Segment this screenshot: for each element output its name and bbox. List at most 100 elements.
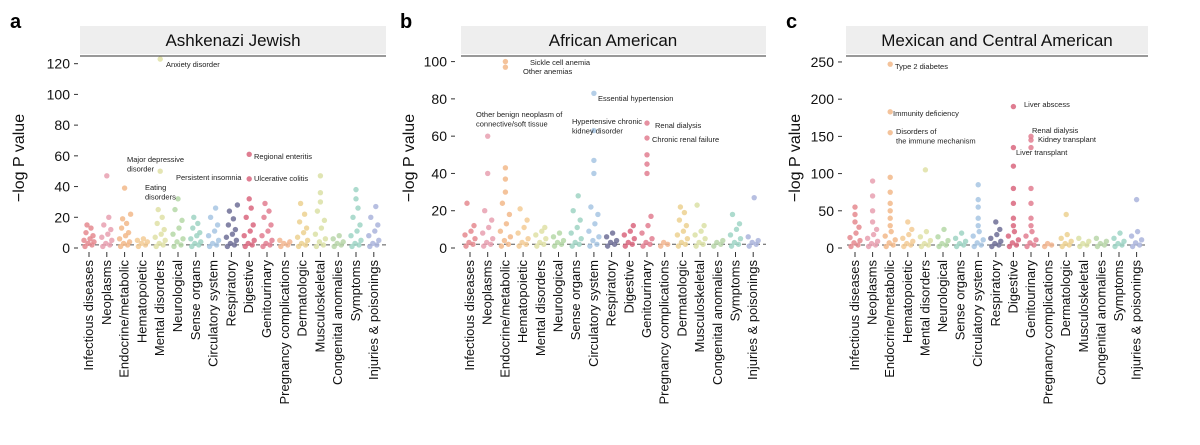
panel-a: a Ashkenazi Jewish −log P value 0 20 40 60 8… bbox=[10, 11, 386, 405]
data-point bbox=[975, 204, 981, 210]
data-point bbox=[303, 225, 310, 231]
data-point bbox=[372, 228, 378, 234]
data-point bbox=[507, 234, 514, 240]
data-point bbox=[516, 243, 522, 249]
x-category-label: Mental disorders bbox=[917, 260, 932, 357]
data-point bbox=[702, 235, 708, 242]
data-point bbox=[848, 243, 854, 250]
data-point bbox=[1086, 238, 1092, 245]
data-point bbox=[298, 240, 305, 247]
data-point bbox=[119, 216, 126, 222]
data-point bbox=[729, 211, 736, 218]
data-point bbox=[357, 222, 363, 228]
data-point bbox=[108, 226, 114, 233]
data-point bbox=[190, 225, 196, 231]
data-point bbox=[462, 232, 468, 238]
data-point bbox=[639, 230, 645, 236]
data-point bbox=[375, 222, 381, 228]
data-point bbox=[658, 243, 664, 249]
data-point bbox=[927, 237, 934, 244]
data-point bbox=[733, 226, 740, 233]
data-point bbox=[1115, 240, 1121, 247]
data-point bbox=[154, 220, 160, 227]
data-point bbox=[1132, 240, 1139, 246]
data-point bbox=[971, 243, 977, 250]
data-point bbox=[696, 239, 702, 246]
x-category-label: Dermatologic bbox=[674, 260, 689, 337]
point-annotation: Liver transplant bbox=[1016, 148, 1068, 157]
y-tick-label: 80 bbox=[431, 91, 447, 107]
data-point bbox=[464, 200, 470, 206]
x-category-label: Respiratory bbox=[223, 260, 238, 327]
data-point bbox=[355, 205, 361, 211]
data-point bbox=[1010, 222, 1017, 229]
data-point bbox=[887, 222, 893, 229]
data-point bbox=[1011, 228, 1018, 235]
point-annotation: Renal dialysis bbox=[1032, 126, 1079, 135]
x-category-label: Pregnancy complications bbox=[1041, 260, 1056, 405]
data-point bbox=[1111, 235, 1117, 242]
data-point bbox=[505, 241, 512, 247]
point-annotation: Kidney transplant bbox=[1038, 135, 1097, 144]
x-category-label: Genitourinary bbox=[639, 260, 654, 339]
data-point bbox=[1013, 242, 1020, 248]
x-category-label: Neoplasms bbox=[865, 260, 880, 326]
x-category-label: Respiratory bbox=[988, 260, 1003, 327]
data-point bbox=[85, 240, 91, 247]
x-category-label: Infectious diseases bbox=[462, 260, 477, 371]
data-point bbox=[314, 208, 321, 214]
data-point bbox=[1028, 133, 1034, 140]
y-tick-label: 100 bbox=[424, 54, 448, 70]
x-category-label: Endocrine/metabolic bbox=[882, 260, 897, 378]
data-point bbox=[502, 64, 509, 70]
x-category-label: Mental disorders bbox=[152, 260, 167, 357]
data-point bbox=[622, 243, 628, 249]
x-category-label: Respiratory bbox=[604, 260, 619, 327]
data-point bbox=[569, 243, 575, 249]
data-point bbox=[591, 127, 597, 134]
data-point bbox=[296, 219, 303, 225]
data-point bbox=[755, 237, 761, 244]
data-point bbox=[698, 228, 704, 234]
data-point bbox=[321, 217, 328, 224]
data-point bbox=[498, 243, 505, 249]
data-point bbox=[261, 214, 267, 220]
title-strip bbox=[461, 26, 766, 54]
x-category-label: Neoplasms bbox=[99, 260, 114, 326]
data-point bbox=[591, 157, 597, 164]
data-point bbox=[155, 206, 161, 213]
data-point bbox=[728, 243, 735, 249]
data-point bbox=[1010, 200, 1017, 207]
data-point bbox=[534, 243, 540, 249]
data-point bbox=[857, 237, 863, 244]
point-annotation: Immunity deficiency bbox=[893, 109, 959, 118]
data-point bbox=[962, 238, 969, 245]
data-point bbox=[125, 229, 132, 236]
data-point bbox=[103, 240, 109, 247]
data-point bbox=[466, 239, 472, 246]
data-point bbox=[152, 234, 158, 240]
y-tick-label: 60 bbox=[54, 148, 70, 164]
data-point bbox=[138, 240, 145, 247]
data-point bbox=[578, 235, 584, 242]
x-category-label: Musculoskeletal bbox=[692, 260, 707, 353]
data-point bbox=[888, 228, 894, 235]
data-point bbox=[225, 222, 232, 228]
x-category-label: Endocrine/metabolic bbox=[117, 260, 132, 378]
data-point bbox=[701, 222, 707, 229]
data-point bbox=[1103, 238, 1110, 245]
data-point bbox=[525, 235, 531, 242]
data-point bbox=[533, 232, 539, 238]
panel-title: African American bbox=[549, 31, 678, 50]
plot-area: 0 50 100 150 200 250 Infectious diseases Neopla… bbox=[811, 54, 1148, 405]
x-category-label: Digestive bbox=[1005, 260, 1020, 313]
data-point bbox=[1076, 235, 1082, 242]
data-point bbox=[281, 240, 287, 247]
data-point bbox=[870, 231, 877, 238]
data-point bbox=[906, 231, 912, 238]
data-point bbox=[99, 234, 105, 240]
data-point bbox=[353, 186, 359, 193]
data-point bbox=[226, 208, 233, 214]
data-point bbox=[692, 232, 698, 238]
data-point bbox=[313, 243, 320, 250]
